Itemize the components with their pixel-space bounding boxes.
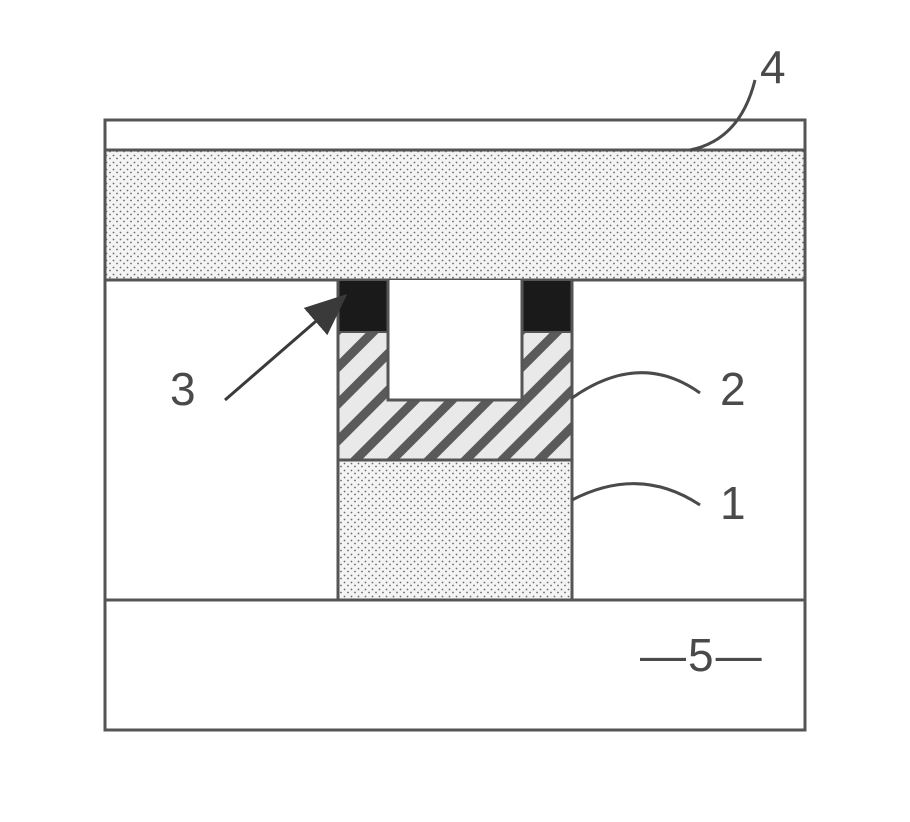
callout-3: 3 (170, 362, 196, 416)
layer-bottom-electrode (338, 460, 572, 600)
diagram-svg (0, 0, 910, 822)
cavity-outline (388, 280, 522, 400)
layer-black-right (522, 280, 572, 332)
callout-4: 4 (760, 40, 786, 94)
callout-2: 2 (720, 362, 746, 416)
leader-1 (572, 484, 700, 505)
leader-4 (690, 80, 755, 150)
leader-2 (572, 373, 700, 398)
leader-3-arrow (225, 296, 345, 400)
callout-5-prefix: — (640, 629, 688, 681)
layer-black-left (338, 280, 388, 332)
callout-1: 1 (720, 476, 746, 530)
callout-5-suffix: — (716, 629, 764, 681)
callout-5-text: 5 (688, 629, 716, 681)
layer-top-electrode (105, 150, 805, 280)
callout-5: —5— (640, 628, 764, 682)
diagram-canvas: 4 2 1 3 —5— (0, 0, 910, 822)
